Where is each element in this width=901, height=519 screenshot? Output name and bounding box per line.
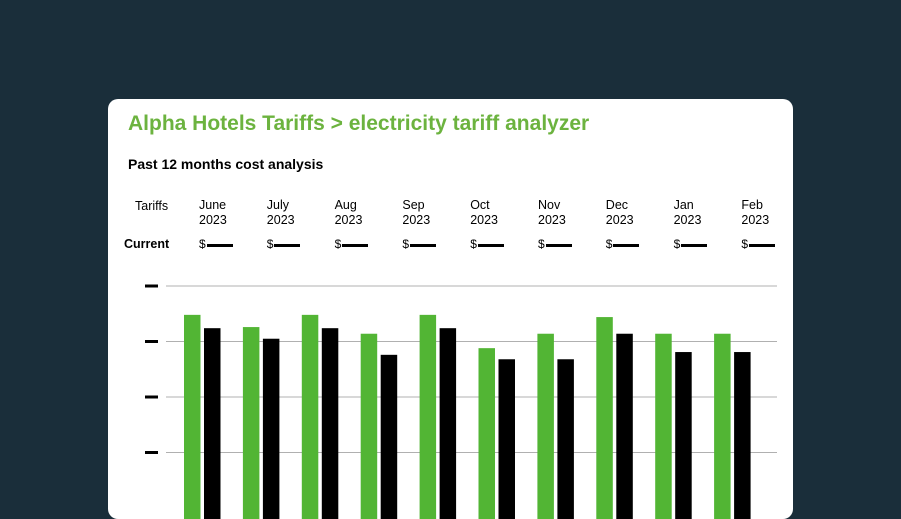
currency-symbol: $: [334, 237, 342, 251]
y-tick-label-redacted: [145, 451, 158, 454]
y-tick-label-redacted: [145, 395, 158, 399]
month-year: 2023: [538, 213, 566, 227]
redacted-value: [613, 243, 640, 247]
month-year: 2023: [605, 213, 634, 227]
month-name: Jan: [673, 198, 694, 212]
currency-symbol: $: [673, 237, 681, 251]
month-year: 2023: [334, 213, 363, 227]
analyzer-card: Alpha Hotels Tariffs > electricity tarif…: [108, 99, 793, 519]
bar-black: [675, 352, 692, 519]
bar-green: [655, 333, 672, 519]
current-price-cell: $: [470, 237, 504, 251]
month-name: Oct: [470, 198, 490, 212]
currency-symbol: $: [266, 237, 274, 251]
month-header: Oct 2023: [470, 198, 498, 228]
month-name: Aug: [334, 198, 357, 212]
redacted-value: [410, 243, 437, 247]
currency-symbol: $: [470, 237, 477, 251]
bar-black: [498, 359, 515, 519]
month-header: Dec 2023: [606, 198, 634, 228]
bar-green: [242, 327, 260, 519]
month-header: Jan 2023: [674, 198, 702, 228]
month-header: Sep 2023: [402, 198, 430, 228]
redacted-value: [749, 243, 776, 247]
bar-black: [204, 328, 221, 519]
bar-green: [537, 333, 554, 519]
current-price-cell: $: [199, 237, 233, 251]
month-name: Sep: [402, 198, 425, 212]
bar-black: [262, 338, 280, 519]
page-title: Alpha Hotels Tariffs > electricity tarif…: [128, 112, 590, 135]
redacted-value: [274, 243, 301, 247]
bar-green: [419, 314, 437, 519]
month-year: 2023: [266, 213, 295, 227]
y-tick-label-redacted: [145, 284, 158, 288]
bar-black: [557, 359, 574, 519]
month-name: Feb: [741, 198, 763, 212]
month-name: Dec: [605, 198, 629, 212]
bar-green: [596, 317, 613, 519]
month-header: July 2023: [267, 198, 295, 228]
redacted-value: [477, 243, 504, 247]
tariffs-header: Tariffs: [135, 199, 169, 213]
redacted-value: [206, 243, 233, 247]
bar-green: [714, 333, 731, 519]
current-price-cell: $: [741, 237, 776, 251]
currency-symbol: $: [402, 237, 410, 251]
bar-green: [478, 348, 495, 519]
month-header: June 2023: [199, 198, 227, 228]
bar-green: [301, 314, 319, 519]
bar-black: [380, 354, 398, 519]
month-year: 2023: [402, 213, 431, 227]
bar-black: [321, 328, 339, 519]
currency-symbol: $: [199, 237, 206, 251]
redacted-value: [342, 243, 369, 247]
currency-symbol: $: [605, 237, 613, 251]
bar-green: [184, 314, 201, 519]
month-name: Nov: [538, 198, 561, 212]
bar-black: [439, 328, 457, 519]
currency-symbol: $: [741, 237, 749, 251]
month-header: Feb 2023: [741, 198, 769, 228]
current-price-cell: $: [335, 237, 369, 251]
currency-symbol: $: [538, 237, 545, 251]
current-price-cell: $: [674, 237, 708, 251]
month-year: 2023: [741, 213, 770, 227]
month-name: June: [199, 198, 227, 212]
bar-green: [360, 333, 378, 519]
y-tick-label-redacted: [145, 340, 158, 343]
month-name: July: [266, 198, 290, 212]
month-header: Aug 2023: [335, 198, 363, 228]
current-row-label: Current: [124, 237, 170, 251]
section-subtitle: Past 12 months cost analysis: [128, 156, 324, 172]
month-header: Nov 2023: [538, 198, 566, 228]
current-price-cell: $: [606, 237, 640, 251]
current-price-cell: $: [402, 237, 437, 251]
current-price-cell: $: [267, 237, 301, 251]
month-year: 2023: [199, 213, 227, 227]
month-year: 2023: [673, 213, 702, 227]
bar-black: [616, 333, 633, 519]
redacted-value: [545, 243, 572, 247]
month-year: 2023: [470, 213, 498, 227]
bar-black: [734, 352, 751, 519]
bar-chart: [145, 284, 777, 519]
current-price-cell: $: [538, 237, 572, 251]
redacted-value: [681, 243, 708, 247]
